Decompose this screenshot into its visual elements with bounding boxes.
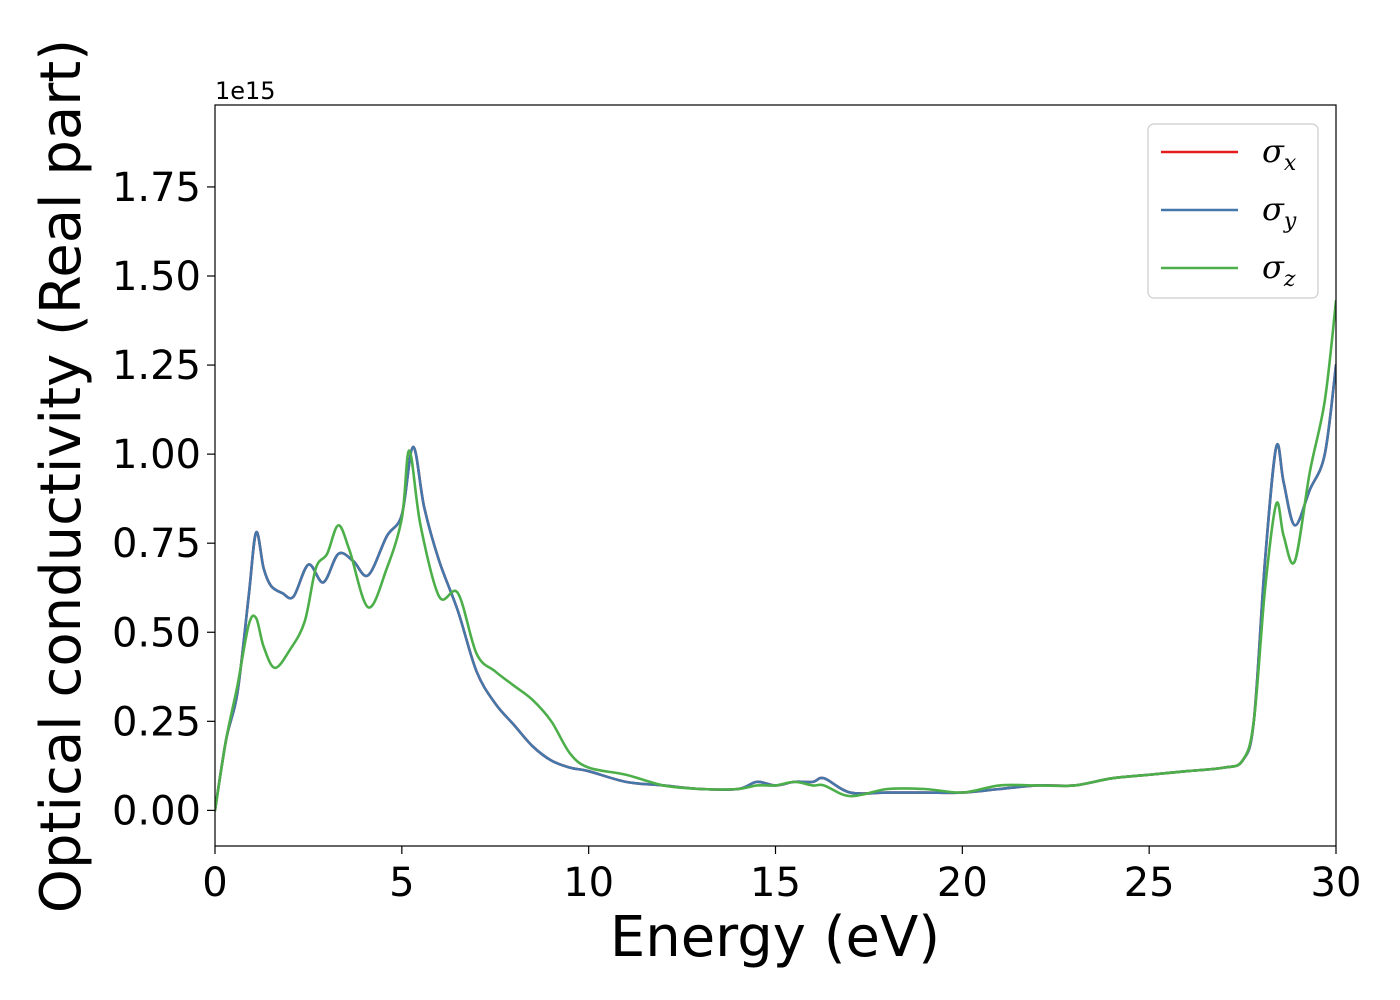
y-tick-label: 1.25: [112, 343, 201, 389]
y-tick-label: 1.75: [112, 165, 201, 211]
y-axis-label: Optical conductivity (Real part): [29, 39, 94, 913]
series-layer: [215, 299, 1336, 812]
x-tick-label: 20: [937, 860, 988, 906]
y-tick-label: 1.00: [112, 432, 201, 478]
y-axis: 0.00 0.25 0.50 0.75 1.00 1.25 1.50 1.75: [112, 165, 215, 834]
legend-subscript: x: [1284, 151, 1297, 176]
series-line-z: [215, 299, 1336, 812]
x-tick-label: 5: [389, 860, 414, 906]
y-tick-label: 0.50: [112, 610, 201, 656]
legend-symbol: σ: [1262, 132, 1285, 170]
x-axis: 0 5 10 15 20 25 30: [202, 846, 1361, 906]
legend-label-y: σy: [1262, 190, 1297, 234]
y-tick-label: 0.75: [112, 521, 201, 567]
x-tick-label: 15: [750, 860, 801, 906]
y-tick-label: 1.50: [112, 254, 201, 300]
legend-label-z: σz: [1262, 248, 1296, 292]
y-offset-label: 1e15: [215, 77, 276, 105]
legend-subscript: z: [1283, 267, 1296, 292]
x-tick-label: 30: [1311, 860, 1362, 906]
x-tick-label: 25: [1124, 860, 1175, 906]
x-tick-label: 10: [563, 860, 614, 906]
legend-symbol: σ: [1262, 248, 1285, 286]
x-tick-label: 0: [202, 860, 227, 906]
legend-symbol: σ: [1262, 190, 1285, 228]
legend-subscript: y: [1283, 209, 1297, 234]
y-tick-label: 0.00: [112, 788, 201, 834]
x-axis-label: Energy (eV): [610, 905, 940, 970]
y-tick-label: 0.25: [112, 699, 201, 745]
legend-label-x: σx: [1262, 132, 1297, 176]
